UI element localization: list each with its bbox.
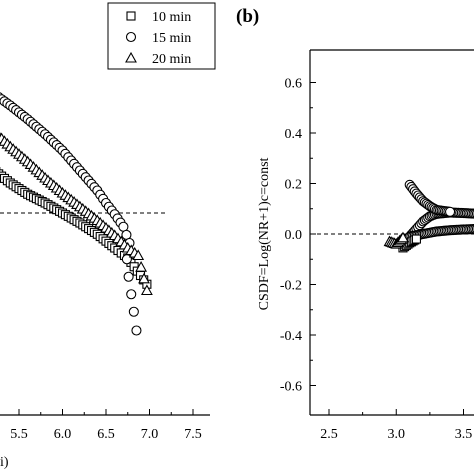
right-y-tick-label: 0.2 (285, 178, 303, 193)
panel-b-title: (b) (236, 6, 259, 27)
right-series-4 (383, 231, 409, 249)
left-x-tick-label: 6.5 (97, 427, 115, 442)
legend-entry-label: 20 min (152, 52, 191, 67)
right-x-tick-label: 2.5 (320, 427, 338, 442)
legend-circle-icon (125, 31, 137, 43)
right-y-tick-label: -0.6 (280, 380, 302, 395)
data-point (411, 234, 421, 244)
legend-entry-label: 15 min (152, 31, 191, 46)
data-point (397, 231, 409, 243)
right-y-axis-label: CSDF=Log(NR+1)c=const (257, 157, 272, 310)
left-x-axis-label: i) (0, 455, 9, 470)
data-point (138, 272, 150, 284)
right-y-tick-label: 0.6 (285, 77, 303, 92)
legend-square-icon (126, 11, 136, 21)
legend: 10 min 15 min 20 min (107, 2, 216, 70)
right-x-tick-label: 3.5 (455, 427, 473, 442)
right-x-tick-label: 3.0 (388, 427, 406, 442)
data-point (140, 284, 153, 296)
data-point (131, 325, 142, 336)
data-point (126, 289, 137, 300)
data-point (123, 271, 134, 282)
left-x-tick-label: 7.0 (141, 427, 159, 442)
left-series-20-min (0, 132, 153, 296)
left-series-15-min (0, 92, 142, 336)
data-point (444, 206, 456, 217)
right-y-tick-label: 0.4 (285, 127, 303, 142)
right-y-tick-label: 0.0 (285, 228, 303, 243)
left-x-tick-label: 6.0 (54, 427, 72, 442)
right-y-tick-label: -0.2 (280, 279, 302, 294)
left-x-tick-label: 5.5 (10, 427, 28, 442)
legend-box (107, 2, 216, 70)
data-point (135, 261, 148, 272)
left-x-tick-label: 7.5 (184, 427, 202, 442)
right-series-1 (404, 179, 456, 217)
legend-triangle-icon (125, 51, 137, 63)
data-point (128, 306, 139, 317)
right-y-tick-label: -0.4 (280, 329, 302, 344)
legend-entry-label: 10 min (152, 10, 191, 25)
data-point (132, 249, 145, 261)
